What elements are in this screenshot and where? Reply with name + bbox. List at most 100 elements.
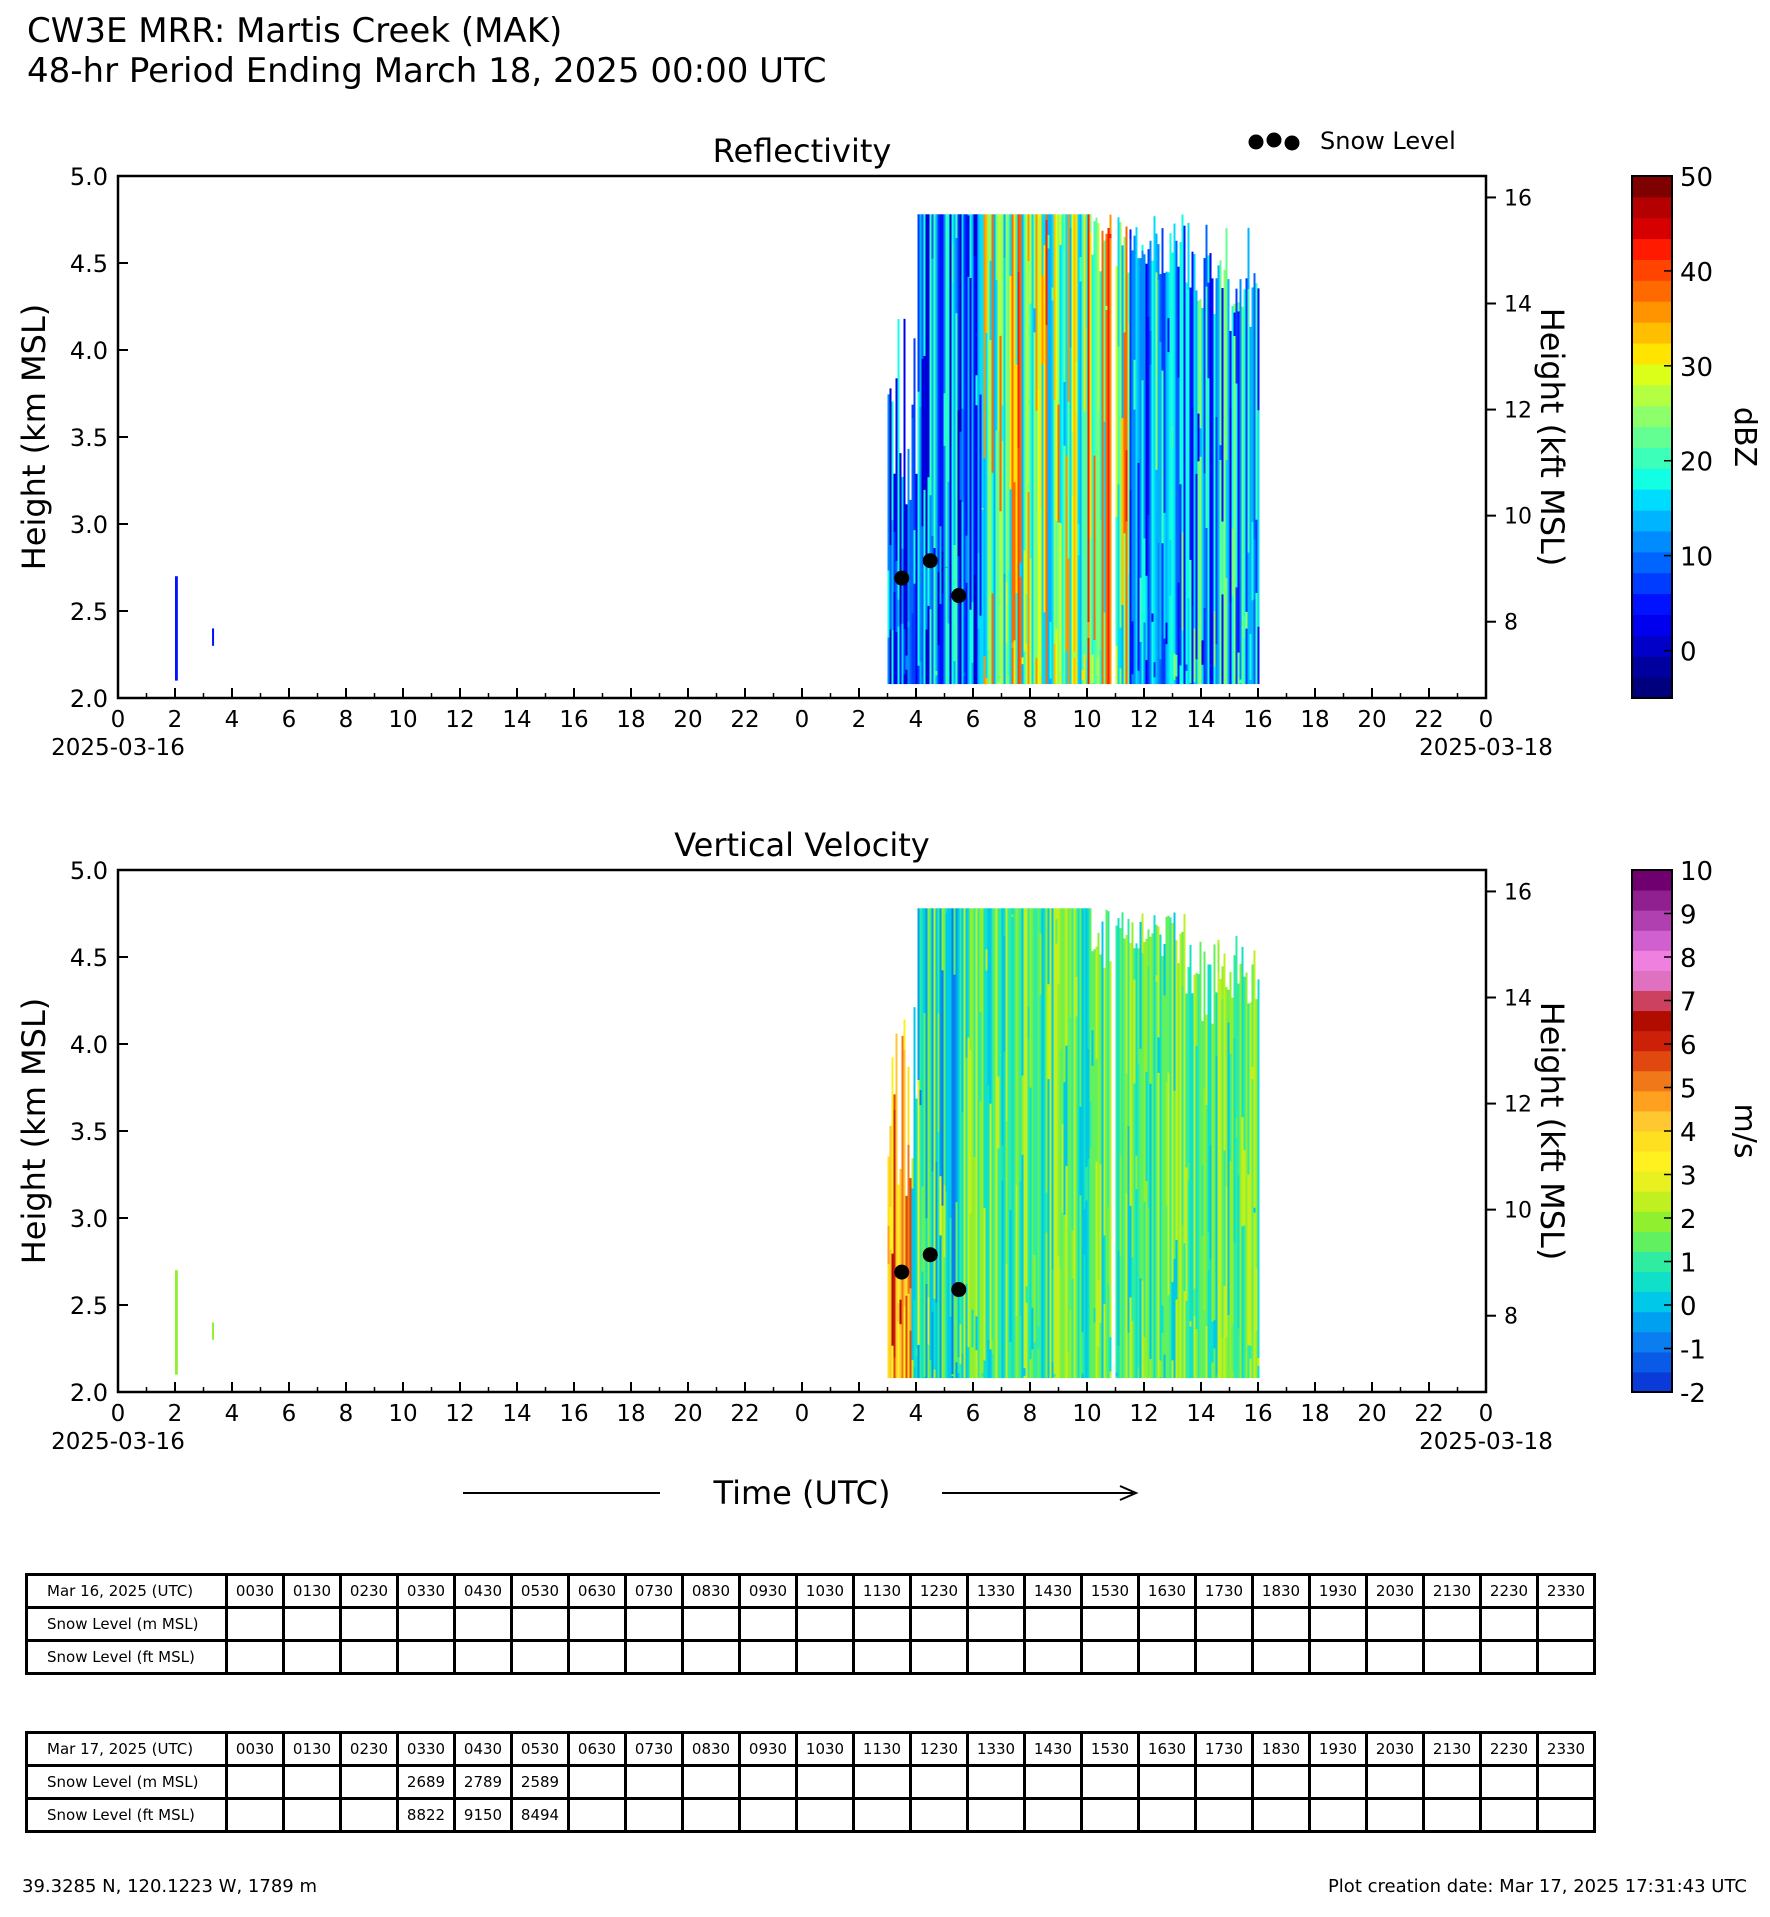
echo-strip: [1213, 944, 1216, 1379]
echo-strip: [1023, 1368, 1026, 1376]
echo-strip: [1159, 1360, 1162, 1378]
echo-strip: [1049, 214, 1052, 685]
snow-level-point: [894, 570, 910, 586]
echo-strip: [1043, 1268, 1046, 1293]
echo-strip: [1055, 908, 1058, 1379]
echo-strip: [915, 473, 918, 685]
echo-strip: [1213, 1320, 1216, 1349]
echo-strip: [1151, 1054, 1154, 1142]
echo-strip: [1251, 521, 1254, 601]
echo-strip: [1077, 523, 1080, 556]
echo-strip: [1139, 258, 1142, 685]
table-cell: [624, 1639, 684, 1675]
echo-strip: [943, 1185, 946, 1258]
table-cell: 2030: [1365, 1573, 1425, 1609]
echo-strip: [1167, 272, 1170, 685]
echo-strip: [1195, 473, 1198, 660]
echo-strip: [1189, 559, 1192, 684]
x-tick-label: 12: [1129, 707, 1158, 733]
echo-strip: [1129, 1205, 1132, 1298]
echo-strip: [1157, 1037, 1160, 1073]
table-cell: [1251, 1764, 1311, 1800]
table-cell: [1137, 1639, 1197, 1675]
table-cell: 1030: [795, 1731, 855, 1767]
echo-strip: [1041, 934, 1044, 1059]
echo-strip: [1149, 330, 1152, 365]
echo-strip: [1011, 642, 1014, 649]
echo-strip: [1037, 217, 1040, 390]
colorbar-segment: [1632, 217, 1672, 240]
colorbar-segment: [1632, 196, 1672, 219]
plot-frame: [116, 868, 1488, 1394]
echo-strip: [1061, 214, 1064, 685]
echo-strip: [981, 508, 984, 510]
echo-strip: [1093, 455, 1096, 640]
echo-strip: [1047, 908, 1050, 1379]
echo-strip: [1031, 1307, 1034, 1350]
table-cell: 2030: [1365, 1731, 1425, 1767]
echo-strip: [1249, 326, 1252, 685]
table-cell: 1830: [1251, 1573, 1311, 1609]
table-cell: 0030: [225, 1731, 285, 1767]
echo-strip: [1027, 1007, 1030, 1040]
table-cell: 0930: [738, 1573, 798, 1609]
echo-strip: [933, 1298, 936, 1370]
table-cell: [225, 1639, 285, 1675]
table-cell: [1023, 1797, 1083, 1833]
colorbar-tick-label: 5: [1680, 1075, 1697, 1105]
echo-strip: [1235, 383, 1238, 588]
table-cell: 1930: [1308, 1573, 1368, 1609]
echo-strip: [1171, 252, 1174, 685]
echo-strip: [1255, 999, 1258, 1379]
echo-strip: [965, 1057, 968, 1284]
colorbar-segment: [1632, 1231, 1672, 1252]
x-tick-label: 10: [1072, 1401, 1101, 1427]
table-cell: [1479, 1639, 1539, 1675]
table-cell: 1430: [1023, 1573, 1083, 1609]
echo-strip: [1045, 220, 1048, 326]
echo-strip: [1253, 950, 1256, 1379]
table-cell: 2230: [1479, 1573, 1539, 1609]
table-cell: 0130: [282, 1573, 342, 1609]
echo-strip: [1027, 261, 1030, 493]
echo-strip: [971, 602, 974, 663]
echo-strip: [1019, 214, 1022, 685]
echo-strip: [1045, 1192, 1048, 1233]
table-cell: 1630: [1137, 1731, 1197, 1767]
echo-strip: [1231, 997, 1234, 1379]
table-cell: [681, 1639, 741, 1675]
echo-strip: [1071, 1230, 1074, 1279]
echo-strip: [1211, 1023, 1214, 1379]
echo-strip: [897, 599, 900, 627]
echo-strip: [939, 1176, 942, 1236]
table-cell: [738, 1639, 798, 1675]
table-cell: 0030: [225, 1573, 285, 1609]
table-cell: 1530: [1080, 1731, 1140, 1767]
table-cell: 2130: [1422, 1573, 1482, 1609]
plot-creation-date: Plot creation date: Mar 17, 2025 17:31:4…: [1327, 1876, 1747, 1897]
table-cell: 0430: [453, 1573, 513, 1609]
echo-strip: [1011, 908, 1014, 1379]
table-cell: [453, 1606, 513, 1642]
table-cell: 0330: [396, 1573, 456, 1609]
echo-strip: [1191, 1070, 1194, 1363]
table-cell: [1194, 1606, 1254, 1642]
echo-strip: [893, 1110, 896, 1358]
echo-strip: [1049, 621, 1052, 679]
colorbar-tick-label: -1: [1680, 1336, 1706, 1366]
echo-strip: [1131, 621, 1134, 675]
table-cell: [738, 1764, 798, 1800]
colorbar-segment: [1632, 363, 1672, 386]
echo-strip: [983, 1207, 986, 1361]
echo-strip: [1153, 1099, 1156, 1193]
echo-strip: [1089, 233, 1092, 538]
echo-strip: [1105, 233, 1108, 685]
echo-strip: [1039, 908, 1042, 1379]
echo-strip: [937, 571, 940, 646]
legend-marker-icon: [1248, 134, 1264, 150]
echo-strip: [1107, 228, 1110, 685]
colorbar-segment: [1632, 176, 1672, 198]
echo-strip: [1191, 407, 1194, 606]
echo-strip: [1189, 1321, 1192, 1327]
colorbar-label: m/s: [1727, 1104, 1762, 1159]
